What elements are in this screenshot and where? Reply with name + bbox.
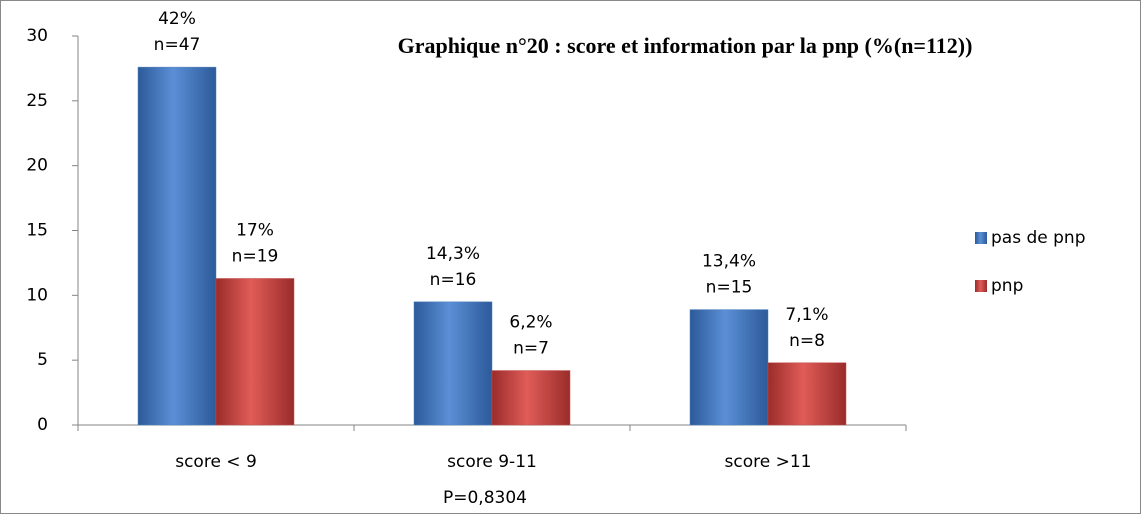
y-tick-label: 5 (37, 350, 48, 370)
y-tick-label: 10 (26, 285, 48, 305)
footnote: P=0,8304 (443, 488, 527, 508)
chart-title: Graphique n°20 : score et information pa… (398, 33, 973, 58)
data-label: 7,1% (785, 305, 828, 325)
data-label: 17% (236, 220, 274, 240)
legend-swatch (975, 280, 987, 292)
bar (137, 66, 217, 426)
data-label: n=47 (154, 35, 201, 55)
legend-label: pnp (991, 276, 1023, 296)
data-label: n=16 (430, 270, 477, 290)
legend-swatch (975, 232, 987, 244)
bar (215, 278, 295, 426)
bar (491, 370, 571, 426)
data-label: n=19 (232, 246, 279, 266)
y-tick-label: 15 (26, 221, 48, 241)
y-tick-label: 20 (26, 156, 48, 176)
data-label: 13,4% (702, 252, 756, 272)
bar (767, 362, 847, 426)
y-tick-label: 25 (26, 91, 48, 111)
bar (413, 301, 493, 426)
x-tick-label: score 9-11 (447, 452, 537, 472)
data-label: 14,3% (426, 244, 480, 264)
data-label: n=7 (513, 339, 549, 359)
bar (689, 309, 769, 426)
data-label: 42% (158, 9, 196, 29)
legend-label: pas de pnp (991, 228, 1085, 248)
x-tick-label: score >11 (725, 452, 812, 472)
x-tick-label: score < 9 (175, 452, 257, 472)
y-tick-label: 30 (26, 26, 48, 46)
data-label: n=8 (789, 331, 825, 351)
y-tick-label: 0 (37, 415, 48, 435)
data-label: n=15 (706, 278, 753, 298)
data-label: 6,2% (509, 313, 552, 333)
